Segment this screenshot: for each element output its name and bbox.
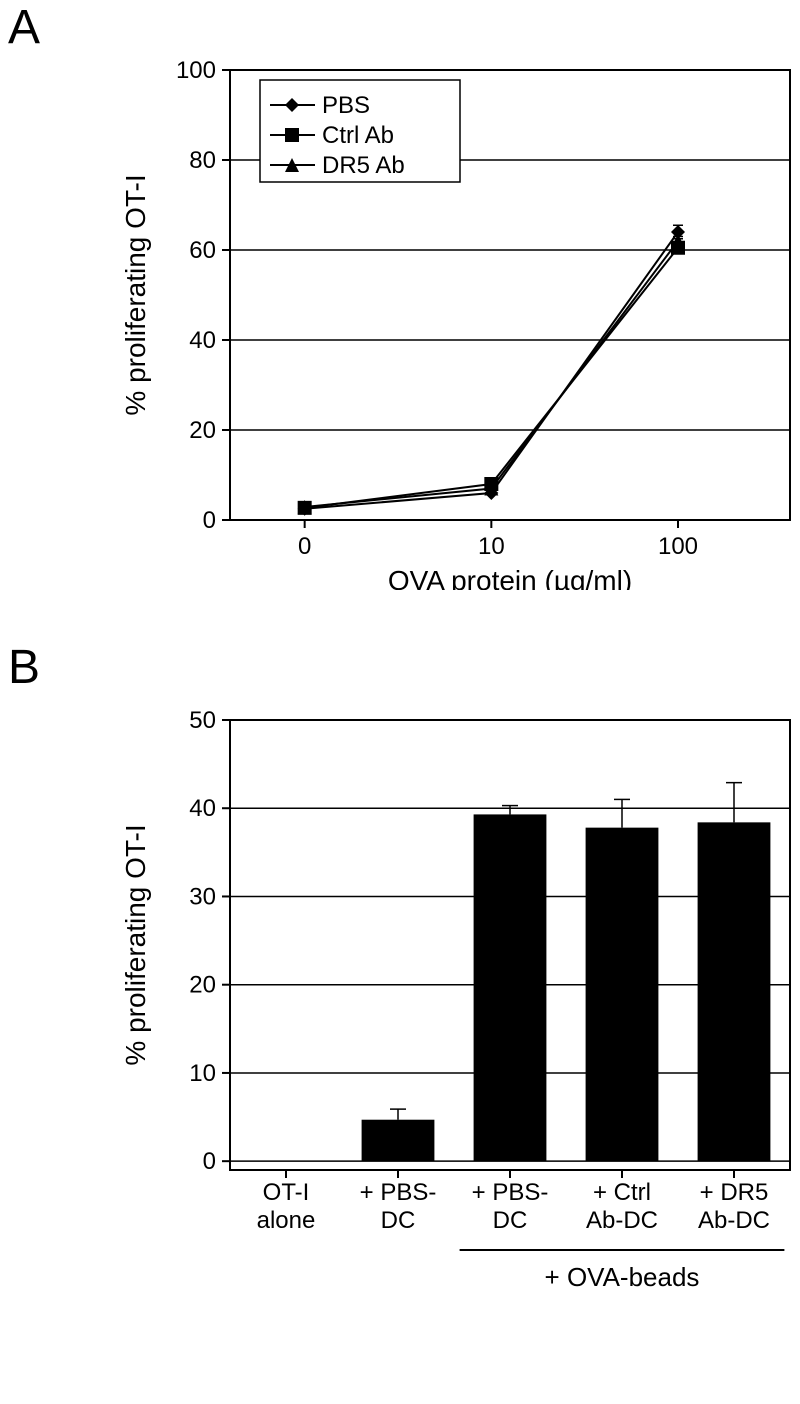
page: A 020406080100010100OVA protein (µg/ml)%… — [0, 0, 800, 1404]
svg-text:PBS: PBS — [322, 92, 370, 119]
svg-text:10: 10 — [189, 1060, 216, 1087]
svg-text:10: 10 — [478, 533, 505, 560]
panel-b-label: B — [8, 640, 40, 695]
svg-text:+ Ctrl: + Ctrl — [593, 1179, 651, 1206]
svg-text:DC: DC — [381, 1207, 416, 1234]
svg-text:50: 50 — [189, 707, 216, 734]
svg-text:80: 80 — [189, 147, 216, 174]
chart-a-wrap: 0 20 40 60 80 100 0 10 100 OVA protein (µg/ml) % p… — [60, 30, 800, 590]
svg-text:OT-I: OT-I — [263, 1179, 310, 1206]
svg-text:+ DR5: + DR5 — [700, 1179, 769, 1206]
svg-text:100: 100 — [658, 533, 698, 560]
chart-a: 0 20 40 60 80 100 0 10 100 OVA protein (µg/ml) % p… — [60, 30, 800, 590]
svg-text:0: 0 — [203, 1148, 216, 1175]
svg-text:Ab-DC: Ab-DC — [586, 1207, 658, 1234]
svg-text:OVA protein (µg/ml): OVA protein (µg/ml) — [388, 565, 632, 590]
chart-b: 0 10 20 30 40 50 OT-I + PBS- + PBS- + Ctrl + DR5 al… — [60, 680, 800, 1380]
svg-text:% proliferating OT-I: % proliferating OT-I — [120, 174, 151, 415]
svg-text:DC: DC — [493, 1207, 528, 1234]
svg-text:+ OVA-beads: + OVA-beads — [545, 1262, 700, 1292]
svg-text:0: 0 — [298, 533, 311, 560]
panel-a-label: A — [8, 0, 40, 55]
svg-text:30: 30 — [189, 883, 216, 910]
svg-text:60: 60 — [189, 237, 216, 264]
svg-text:Ab-DC: Ab-DC — [698, 1207, 770, 1234]
svg-text:% proliferating OT-I: % proliferating OT-I — [120, 824, 151, 1065]
svg-text:+ PBS-: + PBS- — [360, 1179, 437, 1206]
svg-text:40: 40 — [189, 327, 216, 354]
svg-text:+ PBS-: + PBS- — [472, 1179, 549, 1206]
svg-text:0: 0 — [203, 507, 216, 534]
svg-text:Ctrl Ab: Ctrl Ab — [322, 122, 394, 149]
svg-text:alone: alone — [257, 1207, 316, 1234]
chart-b-wrap: 0 10 20 30 40 50 OT-I + PBS- + PBS- + Ctrl + DR5 al… — [60, 680, 800, 1380]
svg-text:40: 40 — [189, 795, 216, 822]
svg-text:DR5 Ab: DR5 Ab — [322, 152, 405, 179]
svg-text:100: 100 — [176, 57, 216, 84]
svg-text:20: 20 — [189, 972, 216, 999]
svg-text:20: 20 — [189, 417, 216, 444]
